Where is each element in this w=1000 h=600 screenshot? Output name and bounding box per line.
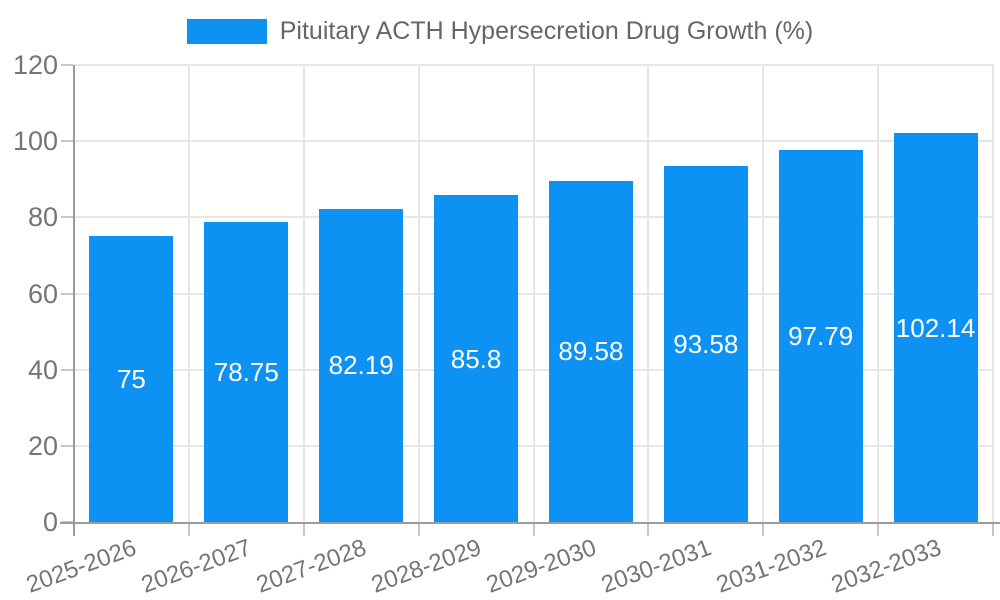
bar bbox=[778, 149, 863, 522]
bar bbox=[89, 236, 174, 522]
x-tick bbox=[647, 524, 650, 536]
x-gridline bbox=[532, 65, 535, 522]
y-tick bbox=[61, 216, 73, 219]
y-tick-label: 40 bbox=[27, 354, 58, 385]
bar-value-label: 78.75 bbox=[213, 357, 279, 388]
plot-area: 0 20 40 60 80 100 120 75 2025-2026 78.75 2026-2027… bbox=[13, 51, 1000, 599]
x-axis-line bbox=[60, 522, 1000, 524]
x-gridline bbox=[762, 65, 765, 522]
y-tick-label: 60 bbox=[27, 278, 58, 309]
y-tick-label: 100 bbox=[12, 126, 58, 157]
bar-value-label: 82.19 bbox=[328, 350, 394, 381]
legend: Pituitary ACTH Hypersecretion Drug Growt… bbox=[0, 18, 1000, 45]
y-axis-line bbox=[73, 65, 75, 536]
bar-value-label: 93.58 bbox=[673, 328, 739, 359]
x-gridline bbox=[992, 65, 994, 522]
y-tick bbox=[61, 444, 73, 447]
y-tick-label: 20 bbox=[27, 430, 58, 461]
bar bbox=[204, 222, 289, 522]
y-tick-label: 80 bbox=[27, 202, 58, 233]
x-gridline bbox=[187, 65, 190, 522]
bar-value-label: 97.79 bbox=[788, 320, 854, 351]
y-tick bbox=[61, 292, 73, 295]
legend-swatch bbox=[186, 19, 267, 44]
bar bbox=[548, 180, 633, 522]
x-gridline bbox=[877, 65, 880, 522]
legend-label: Pituitary ACTH Hypersecretion Drug Growt… bbox=[279, 17, 814, 45]
bar-value-label: 85.8 bbox=[450, 343, 502, 374]
x-gridline bbox=[647, 65, 650, 522]
x-gridline bbox=[302, 65, 305, 522]
y-tick-label: 120 bbox=[12, 50, 58, 80]
x-tick bbox=[187, 524, 190, 536]
y-tick bbox=[61, 368, 73, 371]
x-tick bbox=[532, 524, 535, 536]
bar bbox=[434, 195, 519, 522]
bar bbox=[319, 209, 404, 522]
x-tick bbox=[992, 524, 994, 536]
y-tick bbox=[61, 64, 73, 66]
x-tick bbox=[877, 524, 880, 536]
x-tick bbox=[762, 524, 765, 536]
x-tick bbox=[417, 524, 420, 536]
y-tick-label: 0 bbox=[42, 507, 58, 537]
bar bbox=[893, 133, 978, 522]
x-gridline bbox=[417, 65, 420, 522]
bar-value-label: 89.58 bbox=[558, 336, 624, 367]
bar-value-label: 75 bbox=[116, 364, 146, 395]
bar bbox=[663, 165, 748, 522]
y-tick bbox=[61, 140, 73, 143]
x-tick bbox=[302, 524, 305, 536]
bar-value-label: 102.14 bbox=[895, 312, 976, 343]
